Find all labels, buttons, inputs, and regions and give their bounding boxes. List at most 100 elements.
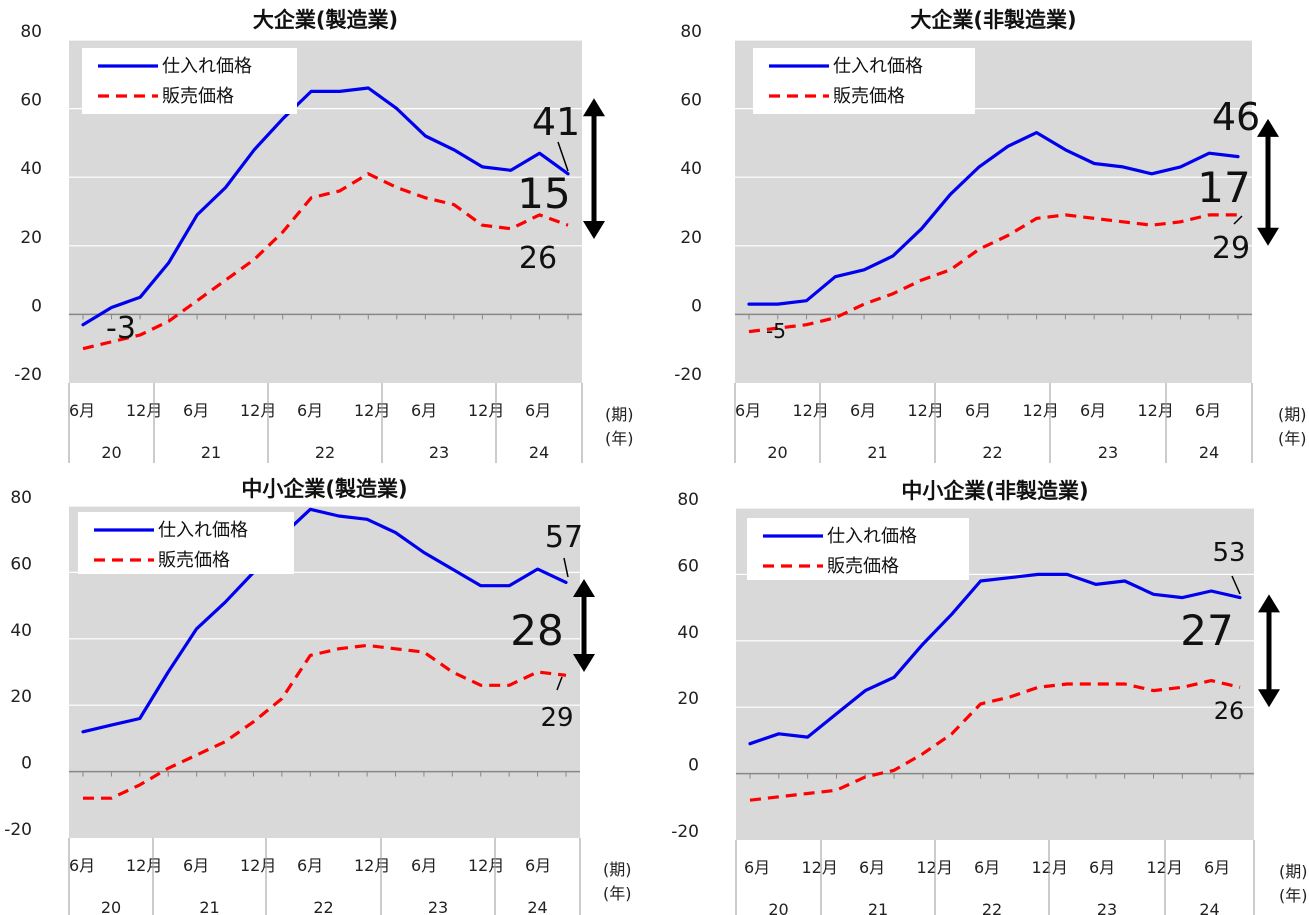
x-tick-label: 6月 xyxy=(744,858,770,877)
legend-label: 販売価格 xyxy=(827,556,899,577)
x-tick-label: 6月 xyxy=(859,858,885,877)
y-tick-label: 0 xyxy=(688,756,699,776)
chart-title: 大企業(非製造業) xyxy=(910,8,1076,32)
x-tick-label: 6月 xyxy=(525,401,551,420)
legend-label: 販売価格 xyxy=(833,86,905,107)
chart-title: 大企業(製造業) xyxy=(253,8,398,32)
x-tick-label: 6月 xyxy=(411,401,437,420)
y-tick-label: 20 xyxy=(10,687,32,707)
input-leader-line xyxy=(563,557,569,578)
first-value-label: -5 xyxy=(766,319,786,343)
x-tick-label: 6月 xyxy=(1204,858,1230,877)
year-label: 22 xyxy=(982,900,1002,915)
y-tick-label: 60 xyxy=(680,91,702,111)
x-unit-year: (年) xyxy=(1278,429,1307,448)
year-label: 21 xyxy=(867,443,887,462)
y-tick-label: 60 xyxy=(677,556,699,576)
y-tick-label: 0 xyxy=(31,296,42,316)
gap-arrow-head-down xyxy=(573,654,595,672)
legend-box xyxy=(82,48,297,114)
y-tick-label: 20 xyxy=(680,228,702,248)
last-input-value-label: 57 xyxy=(545,520,583,555)
year-label: 24 xyxy=(527,898,547,915)
year-label: 20 xyxy=(768,900,788,915)
last-output-value-label: 29 xyxy=(540,703,573,733)
y-tick-label: 0 xyxy=(21,754,32,774)
x-unit-year: (年) xyxy=(605,429,634,448)
series-line-output-price xyxy=(749,678,1241,802)
y-tick-label: -20 xyxy=(671,822,699,842)
gap-arrow-head-down xyxy=(1258,689,1280,708)
x-tick-label: 12月 xyxy=(354,856,390,875)
x-tick-label: 12月 xyxy=(1023,401,1059,420)
x-tick-label: 6月 xyxy=(183,856,209,875)
y-tick-label: 40 xyxy=(677,623,699,643)
legend-label: 仕入れ価格 xyxy=(827,526,917,547)
gap-arrow-head-up xyxy=(1257,118,1279,137)
gap-arrow-head-up xyxy=(1258,594,1280,613)
chart-panel-2: 大企業(非製造業) 80 60 40 20 0 -20 6月 12月 6月 12月 6月 12月 6月 12… xyxy=(674,8,1307,463)
year-label: 20 xyxy=(101,898,121,915)
output-leader-line xyxy=(556,676,563,691)
x-tick-label: 6月 xyxy=(183,401,209,420)
gap-arrow-head-up xyxy=(583,98,605,117)
x-tick-label: 12月 xyxy=(793,401,829,420)
last-input-value-label: 46 xyxy=(1212,95,1260,139)
x-tick-label: 6月 xyxy=(411,856,437,875)
year-label: 24 xyxy=(1199,900,1219,915)
gap-value-label: 17 xyxy=(1197,163,1250,212)
y-tick-label: 0 xyxy=(691,296,702,316)
x-tick-label: 6月 xyxy=(297,856,323,875)
x-tick-label: 12月 xyxy=(468,856,504,875)
x-tick-label: 6月 xyxy=(974,858,1000,877)
series-line-input-price xyxy=(81,86,570,327)
y-tick-label: 20 xyxy=(20,228,42,248)
legend-label: 販売価格 xyxy=(162,86,234,107)
year-label: 23 xyxy=(429,443,449,462)
input-leader-line xyxy=(557,141,569,172)
series-line-output-price xyxy=(83,643,567,800)
x-tick-label: 6月 xyxy=(1195,401,1221,420)
x-tick-label: 6月 xyxy=(1080,401,1106,420)
x-tick-label: 6月 xyxy=(525,856,551,875)
x-tick-label: 6月 xyxy=(850,401,876,420)
series-line-input-price xyxy=(81,507,568,734)
last-output-value-label: 26 xyxy=(519,241,557,276)
x-unit-period: (期) xyxy=(603,860,632,879)
x-tick-label: 12月 xyxy=(126,856,162,875)
chart-panel-1: 大企業(製造業) 80 60 40 20 0 -20 6月 12月 6月 12月 6月 12月 6月 12月… xyxy=(14,8,634,463)
y-tick-label: 80 xyxy=(10,488,32,508)
legend-box xyxy=(78,512,294,574)
last-input-value-label: 41 xyxy=(532,100,580,144)
y-tick-label: -20 xyxy=(674,365,702,385)
x-tick-label: 6月 xyxy=(297,401,323,420)
x-tick-label: 6月 xyxy=(1089,858,1115,877)
legend-label: 販売価格 xyxy=(158,550,230,571)
year-label: 20 xyxy=(101,443,121,462)
x-tick-label: 6月 xyxy=(735,401,761,420)
x-unit-period: (期) xyxy=(1278,405,1307,424)
year-label: 21 xyxy=(201,443,221,462)
x-unit-period: (期) xyxy=(605,405,634,424)
x-tick-label: 6月 xyxy=(69,856,95,875)
year-label: 22 xyxy=(315,443,335,462)
x-tick-label: 12月 xyxy=(802,858,838,877)
y-tick-label: 80 xyxy=(20,22,42,42)
chart-title: 中小企業(製造業) xyxy=(241,477,407,501)
series-line-input-price xyxy=(747,131,1240,306)
year-label: 23 xyxy=(1098,443,1118,462)
legend-label: 仕入れ価格 xyxy=(162,56,252,77)
x-tick-label: 12月 xyxy=(908,401,944,420)
x-tick-label: 6月 xyxy=(69,401,95,420)
y-tick-label: 60 xyxy=(20,91,42,111)
legend-box xyxy=(753,48,975,114)
y-tick-label: 40 xyxy=(10,621,32,641)
y-tick-label: 80 xyxy=(677,490,699,510)
chart-panel-3: 中小企業(製造業) 80 60 40 20 0 -20 6月 12月 6月 12月 6月 12月 6月 12… xyxy=(4,477,632,915)
gap-arrow-head-up xyxy=(573,579,595,598)
x-tick-label: 12月 xyxy=(354,401,390,420)
y-tick-label: -20 xyxy=(4,820,32,840)
year-label: 23 xyxy=(428,898,448,915)
